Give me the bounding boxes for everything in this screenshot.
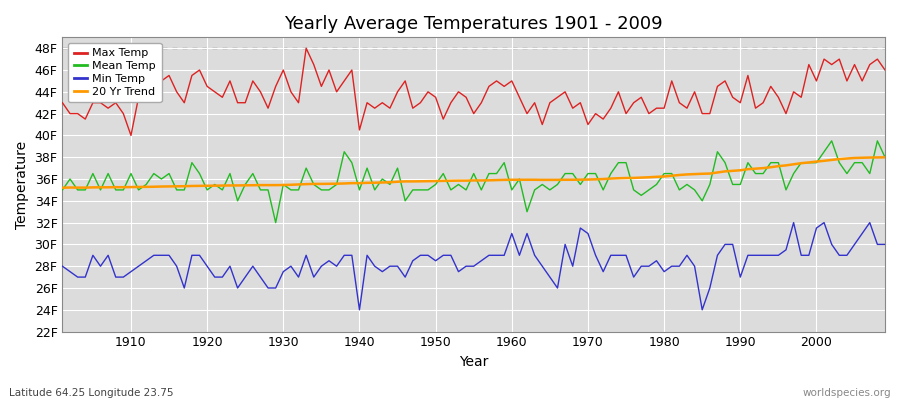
Text: Latitude 64.25 Longitude 23.75: Latitude 64.25 Longitude 23.75 (9, 388, 174, 398)
Title: Yearly Average Temperatures 1901 - 2009: Yearly Average Temperatures 1901 - 2009 (284, 15, 663, 33)
Legend: Max Temp, Mean Temp, Min Temp, 20 Yr Trend: Max Temp, Mean Temp, Min Temp, 20 Yr Tre… (68, 43, 162, 102)
X-axis label: Year: Year (459, 355, 489, 369)
Text: worldspecies.org: worldspecies.org (803, 388, 891, 398)
Y-axis label: Temperature: Temperature (15, 140, 29, 228)
